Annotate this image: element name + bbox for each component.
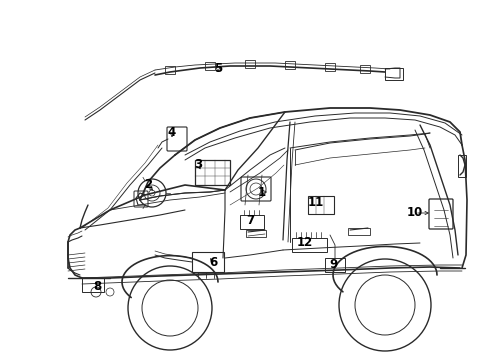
Bar — [359, 65, 369, 73]
Text: 2: 2 — [143, 179, 152, 192]
Bar — [285, 61, 294, 69]
Text: 8: 8 — [93, 279, 101, 292]
Text: 3: 3 — [194, 158, 202, 171]
Bar — [164, 66, 175, 74]
Bar — [325, 63, 334, 71]
Text: 11: 11 — [307, 195, 324, 208]
Bar — [307, 196, 333, 214]
Bar — [204, 62, 215, 70]
Bar — [457, 155, 465, 177]
Bar — [192, 252, 224, 272]
Bar — [240, 215, 264, 229]
Bar — [384, 68, 402, 80]
Text: 7: 7 — [245, 213, 254, 226]
Text: 9: 9 — [329, 258, 337, 271]
Text: 6: 6 — [208, 256, 217, 269]
Bar — [291, 238, 326, 252]
Text: 4: 4 — [167, 126, 176, 139]
Bar — [82, 278, 104, 292]
Bar — [195, 160, 229, 185]
Text: 1: 1 — [257, 185, 265, 198]
Bar — [245, 230, 265, 237]
Bar — [325, 258, 345, 272]
Bar — [244, 60, 254, 68]
Bar — [347, 228, 369, 235]
Text: 5: 5 — [213, 62, 222, 75]
Text: 12: 12 — [296, 237, 312, 249]
Text: 10: 10 — [406, 207, 422, 220]
